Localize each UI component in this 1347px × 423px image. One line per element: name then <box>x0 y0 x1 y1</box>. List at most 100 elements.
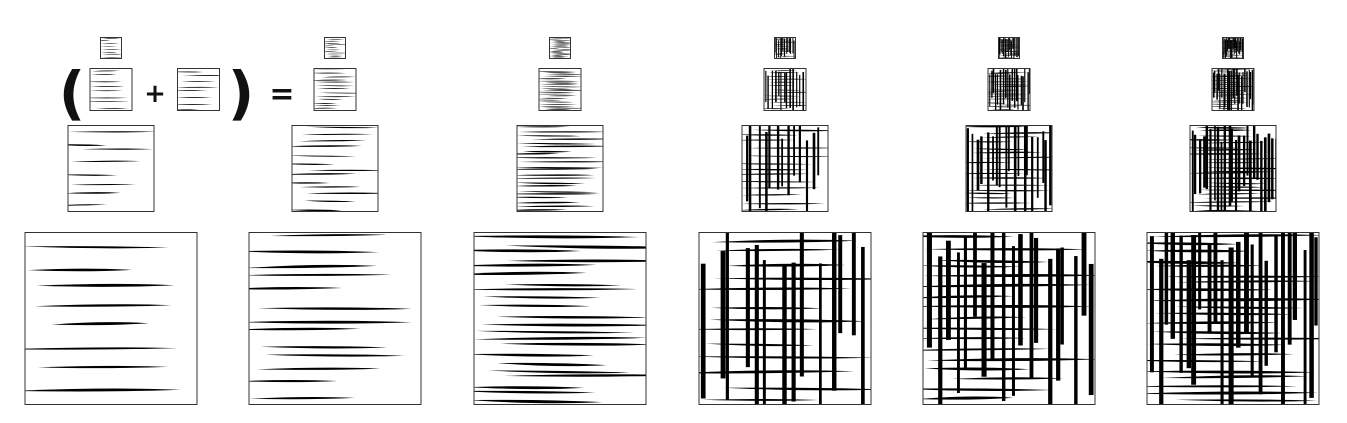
vertical-stroke <box>1034 237 1039 343</box>
horizontal-stroke <box>248 287 342 290</box>
horizontal-stroke <box>764 95 801 97</box>
horizontal-stroke <box>516 126 570 128</box>
horizontal-stroke <box>965 197 1015 199</box>
horizontal-stroke <box>248 264 378 269</box>
horizontal-stroke <box>538 71 577 73</box>
texture-frame <box>922 232 1096 405</box>
vertical-stroke <box>819 263 822 405</box>
vertical-stroke <box>1239 41 1241 55</box>
vertical-stroke <box>754 244 759 405</box>
vertical-stroke <box>1005 125 1008 208</box>
vertical-stroke <box>774 37 776 53</box>
stroke-group <box>67 131 155 206</box>
vertical-stroke <box>1228 125 1232 207</box>
horizontal-stroke <box>516 168 599 170</box>
vertical-stroke <box>1008 38 1009 57</box>
horizontal-stroke <box>248 320 412 324</box>
texture-small <box>998 37 1020 59</box>
vertical-stroke <box>745 248 750 368</box>
vertical-stroke <box>767 75 769 109</box>
stroke-group <box>248 234 412 400</box>
horizontal-stroke <box>516 142 597 145</box>
texture-largest <box>24 232 198 405</box>
vertical-stroke <box>782 266 787 405</box>
texture-medium <box>1211 68 1255 111</box>
texture-largest <box>1146 232 1320 405</box>
vertical-stroke <box>790 37 792 54</box>
vertical-stroke <box>1287 232 1292 345</box>
horizontal-stroke <box>516 196 569 199</box>
horizontal-stroke <box>544 82 580 84</box>
horizontal-stroke <box>326 52 346 54</box>
vertical-stroke <box>1228 37 1229 49</box>
vertical-stroke <box>746 135 749 202</box>
vertical-stroke <box>1230 70 1232 111</box>
horizontal-stroke <box>987 81 1030 83</box>
horizontal-stroke <box>972 177 1048 179</box>
texture-frame <box>473 232 647 405</box>
vertical-stroke <box>725 232 729 400</box>
vertical-stroke <box>1232 68 1235 99</box>
horizontal-stroke <box>550 42 571 43</box>
vertical-stroke <box>1179 235 1183 373</box>
texture-background <box>177 68 220 111</box>
horizontal-stroke <box>1211 103 1240 105</box>
vertical-stroke <box>1246 125 1249 176</box>
stroke-group <box>922 232 1096 405</box>
vertical-stroke <box>1170 232 1175 339</box>
horizontal-stroke <box>741 203 825 205</box>
horizontal-stroke <box>313 107 337 109</box>
vertical-stroke <box>1234 139 1238 212</box>
vertical-stroke <box>1214 125 1216 201</box>
vertical-stroke <box>780 71 782 111</box>
horizontal-stroke <box>34 304 172 307</box>
texture-frame <box>965 125 1053 212</box>
horizontal-stroke <box>473 386 585 390</box>
vertical-stroke <box>1240 76 1243 111</box>
texture-frame <box>1146 232 1320 405</box>
vertical-stroke <box>990 232 995 359</box>
vertical-stroke <box>1016 37 1018 58</box>
vertical-stroke <box>1007 68 1009 108</box>
horizontal-stroke <box>538 99 563 101</box>
vertical-stroke <box>765 132 768 212</box>
texture-frame <box>324 37 346 59</box>
horizontal-stroke <box>552 49 571 51</box>
vertical-stroke <box>758 125 761 209</box>
horizontal-stroke <box>475 330 635 334</box>
horizontal-stroke <box>177 86 219 88</box>
horizontal-stroke <box>324 45 336 47</box>
horizontal-stroke <box>324 47 338 48</box>
horizontal-stroke <box>712 239 858 243</box>
vertical-stroke <box>1223 37 1225 59</box>
vertical-stroke <box>1060 247 1064 345</box>
texture-frame <box>1222 37 1244 59</box>
vertical-stroke <box>938 256 943 405</box>
vertical-stroke <box>1238 37 1240 54</box>
horizontal-stroke <box>100 52 118 53</box>
horizontal-stroke <box>67 174 118 176</box>
vertical-stroke <box>720 251 726 379</box>
vertical-stroke <box>778 71 780 96</box>
horizontal-stroke <box>771 105 807 107</box>
vertical-stroke <box>1239 37 1241 50</box>
horizontal-stroke <box>177 108 200 110</box>
vertical-stroke <box>1003 37 1004 57</box>
vertical-stroke <box>994 74 997 111</box>
texture-background <box>24 232 198 405</box>
horizontal-stroke <box>1174 353 1294 356</box>
vertical-stroke <box>1242 37 1244 52</box>
texture-columns <box>24 37 1320 405</box>
vertical-stroke <box>1149 236 1154 373</box>
vertical-stroke <box>1235 37 1237 54</box>
texture-medium <box>987 68 1031 111</box>
texture-large <box>965 125 1053 212</box>
horizontal-stroke <box>291 155 357 157</box>
horizontal-stroke <box>291 163 335 165</box>
horizontal-stroke <box>291 173 357 175</box>
horizontal-stroke <box>473 249 582 253</box>
horizontal-stroke <box>987 102 1007 104</box>
vertical-stroke <box>973 232 977 317</box>
horizontal-stroke <box>313 72 347 74</box>
vertical-stroke <box>1224 39 1227 59</box>
